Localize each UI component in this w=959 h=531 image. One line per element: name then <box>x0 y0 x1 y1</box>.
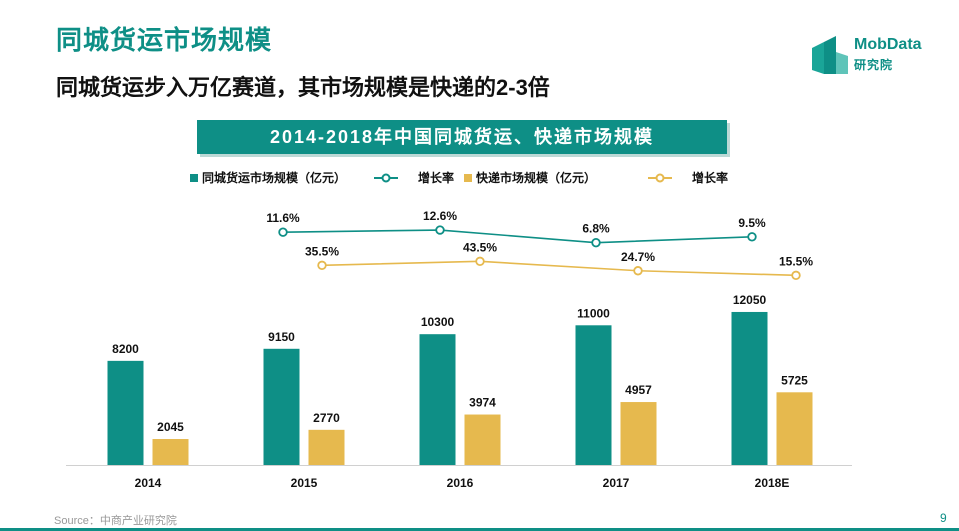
legend-label-0: 同城货运市场规模（亿元） <box>202 170 346 185</box>
legend-swatch-2 <box>464 174 472 182</box>
growth-point-1-3 <box>791 270 801 281</box>
growth-line-0 <box>282 229 753 244</box>
x-tick-label-1: 2015 <box>291 476 318 490</box>
growth-point-0-1 <box>435 225 445 235</box>
legend-label-2: 快递市场规模（亿元） <box>476 170 596 185</box>
legend-marker-1 <box>381 173 391 183</box>
growth-point-0-3 <box>747 232 757 242</box>
mobdata-logo: MobData 研究院 <box>810 34 940 78</box>
bar-label-1-2: 3974 <box>469 396 496 410</box>
chart-title: 2014-2018年中国同城货运、快递市场规模 <box>197 120 727 154</box>
building-blocks-icon <box>812 36 848 74</box>
growth-label-1-2: 24.7% <box>621 250 655 264</box>
bar-1-4 <box>776 392 813 465</box>
bar-0-2 <box>419 334 456 465</box>
legend-label-1: 增长率 <box>418 170 454 185</box>
page-title: 同城货运市场规模 <box>56 25 273 55</box>
legend-marker-3 <box>655 173 665 183</box>
growth-label-0-3: 9.5% <box>738 216 766 230</box>
growth-point-1-0 <box>317 260 327 271</box>
growth-label-1-1: 43.5% <box>463 240 497 254</box>
bar-label-0-4: 12050 <box>733 293 767 307</box>
bar-label-1-3: 4957 <box>625 383 652 397</box>
bar-1-1 <box>308 429 345 465</box>
x-tick-label-0: 2014 <box>135 476 162 490</box>
bar-label-1-1: 2770 <box>313 411 340 425</box>
bar-1-0 <box>152 439 189 465</box>
bar-label-0-3: 11000 <box>577 306 610 320</box>
x-tick-label-2: 2016 <box>447 476 474 490</box>
bar-0-3 <box>575 325 612 465</box>
bar-1-3 <box>620 402 657 465</box>
growth-point-0-2 <box>591 237 601 248</box>
growth-point-0-0 <box>278 227 288 237</box>
x-tick-label-3: 2017 <box>603 476 630 490</box>
page-subtitle: 同城货运步入万亿赛道，其市场规模是快递的2-3倍 <box>56 75 550 100</box>
growth-line-1 <box>321 260 797 277</box>
growth-label-1-3: 15.5% <box>779 254 813 268</box>
bar-0-0 <box>107 360 144 465</box>
growth-point-1-2 <box>633 266 643 276</box>
bar-label-1-0: 2045 <box>157 420 184 434</box>
bar-label-0-2: 10300 <box>421 315 455 329</box>
bar-0-4 <box>731 311 768 465</box>
source-note: Source：中商产业研究院 <box>54 515 177 527</box>
bar-label-1-4: 5725 <box>781 373 808 387</box>
market-size-chart: 同城货运市场规模（亿元） 增长率 快递市场规模（亿元） 增长率 8200 9150 103… <box>66 170 852 490</box>
logo-sub: 研究院 <box>854 58 894 72</box>
growth-label-0-0: 11.6% <box>266 211 300 225</box>
bar-0-1 <box>263 348 300 465</box>
growth-label-0-1: 12.6% <box>423 209 457 223</box>
growth-point-1-1 <box>475 256 485 267</box>
x-tick-label-4: 2018E <box>755 476 790 490</box>
bar-label-0-0: 8200 <box>112 342 139 356</box>
bar-label-0-1: 9150 <box>268 330 295 344</box>
page-number: 9 <box>940 511 947 525</box>
legend-label-3: 增长率 <box>692 170 728 185</box>
bottom-rule <box>0 528 959 531</box>
growth-label-0-2: 6.8% <box>582 222 610 236</box>
growth-label-1-0: 35.5% <box>305 244 339 258</box>
logo-name: MobData <box>854 36 922 53</box>
legend-swatch-0 <box>190 174 198 182</box>
bar-1-2 <box>464 414 501 465</box>
